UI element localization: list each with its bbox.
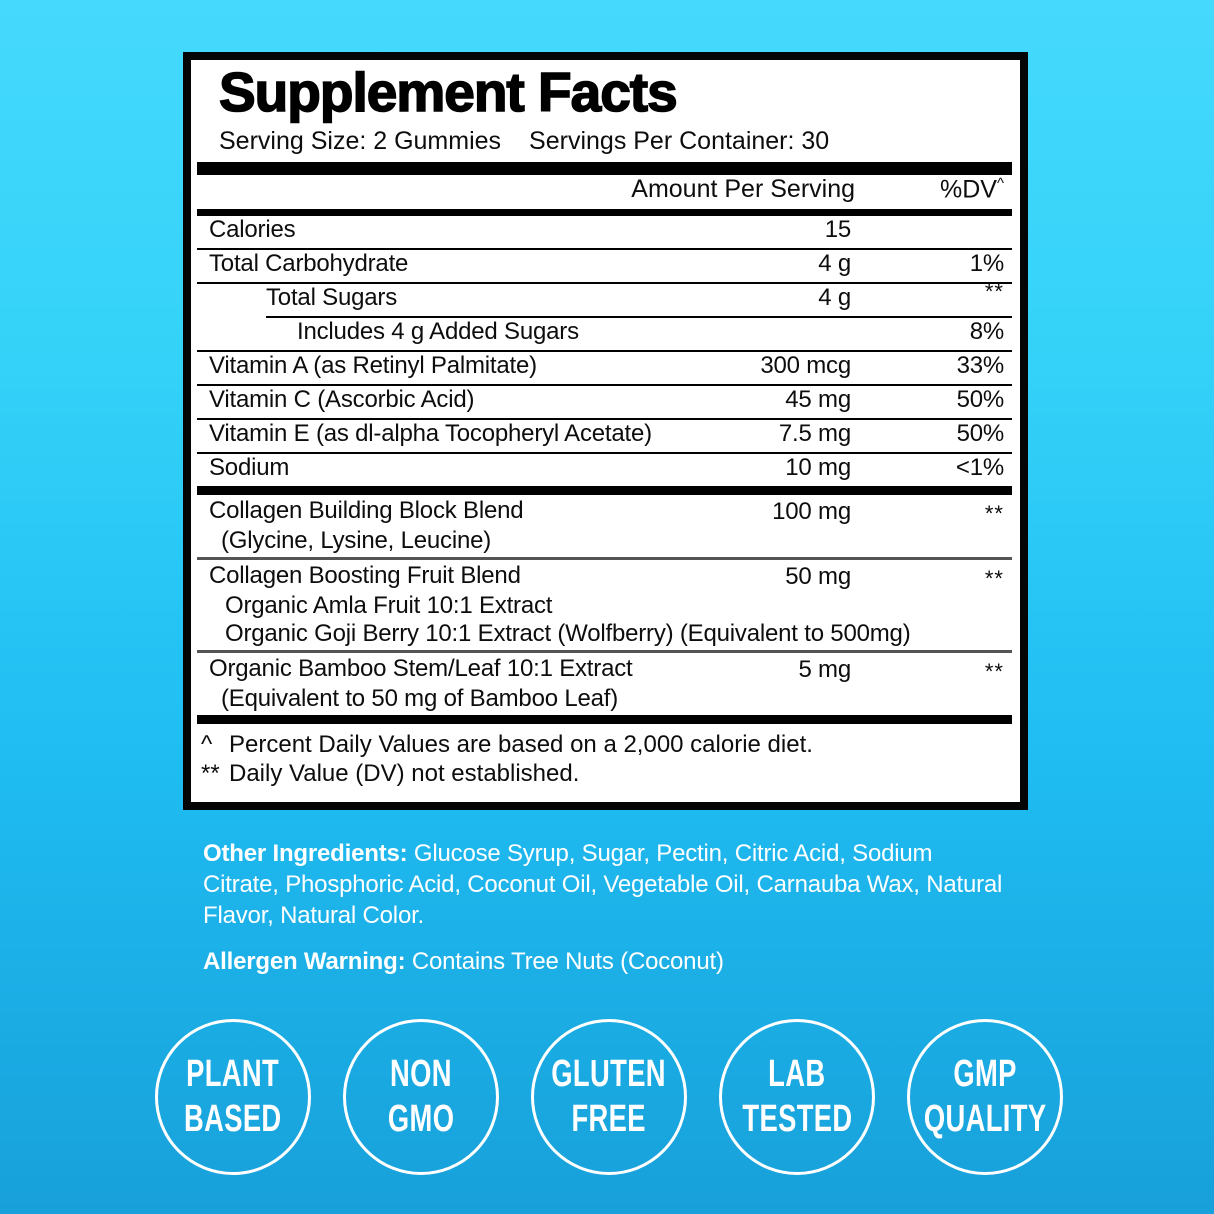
nutrient-row: Sodium 10 mg <1% <box>197 454 1012 486</box>
nutrient-name: Vitamin E (as dl-alpha Tocopheryl Acetat… <box>209 420 652 447</box>
badge-row: PLANT BASED NON GMO GLUTEN FREE LAB TESTED GMP QU… <box>155 1019 1063 1175</box>
nutrient-row: Vitamin A (as Retinyl Palmitate) 300 mcg 3… <box>197 352 1012 384</box>
nutrient-subline: (Equivalent to 50 mg of Bamboo Leaf) <box>221 685 619 712</box>
nutrient-daily-value: 50% <box>956 420 1005 447</box>
nutrient-amount: 50 mg <box>785 563 851 590</box>
quality-badge: GMP QUALITY <box>907 1019 1063 1175</box>
badge-text: NON <box>390 1053 452 1095</box>
column-headers: Amount Per Serving %DV^ <box>197 175 1012 209</box>
nutrient-amount: 7.5 mg <box>778 420 851 447</box>
nutrient-daily-value: 1% <box>969 250 1004 277</box>
nutrient-row: Vitamin C (Ascorbic Acid) 45 mg 50% <box>197 386 1012 418</box>
nutrient-daily-value: ** <box>984 566 1004 591</box>
footnote-mark: ** <box>201 760 220 787</box>
row-separator <box>266 316 1012 318</box>
nutrient-amount: 100 mg <box>772 498 851 525</box>
row-separator <box>197 557 1012 560</box>
badge-text: TESTED <box>741 1098 853 1140</box>
allergen-warning: Allergen Warning: Contains Tree Nuts (Co… <box>203 946 1008 977</box>
nutrient-name: Sodium <box>209 454 290 481</box>
nutrient-row: Organic Bamboo Stem/Leaf 10:1 Extract 5 m… <box>197 653 1012 715</box>
row-separator <box>197 418 1012 420</box>
nutrient-row: Total Carbohydrate 4 g 1% <box>197 250 1012 282</box>
badge-text: BASED <box>184 1098 282 1140</box>
serving-info: Serving Size: 2 Gummies Servings Per Con… <box>219 128 1012 154</box>
allergen-warning-text: Contains Tree Nuts (Coconut) <box>411 948 724 975</box>
badge-text: GLUTEN <box>551 1053 667 1095</box>
divider-heavy-top <box>197 162 1012 175</box>
nutrient-amount: 45 mg <box>785 386 851 413</box>
quality-badge: NON GMO <box>343 1019 499 1175</box>
nutrient-daily-value: 33% <box>956 352 1005 379</box>
nutrient-daily-value: ** <box>984 659 1004 684</box>
nutrient-amount: 5 mg <box>798 656 851 683</box>
other-ingredients: Other Ingredients: Glucose Syrup, Sugar,… <box>203 838 1008 931</box>
row-separator <box>197 282 1012 284</box>
nutrient-name: Collagen Boosting Fruit Blend <box>209 562 521 589</box>
nutrient-name: Vitamin A (as Retinyl Palmitate) <box>209 352 537 379</box>
amount-column-header: Amount Per Serving <box>631 175 855 203</box>
badge-text: FREE <box>571 1098 647 1140</box>
footnote-mark: ^ <box>201 731 213 758</box>
nutrient-subline: Organic Goji Berry 10:1 Extract (Wolfber… <box>225 620 911 647</box>
nutrient-daily-value: 50% <box>956 386 1005 413</box>
nutrient-daily-value: ** <box>984 501 1004 526</box>
quality-badge: PLANT BASED <box>155 1019 311 1175</box>
nutrient-rows: Calories 15 Total Carbohydrate 4 g 1% Total S… <box>197 216 1012 724</box>
divider-medium-header <box>197 209 1012 216</box>
dv-footnote-mark: ^ <box>996 174 1004 192</box>
footnote: ^ Percent Daily Values are based on a 2,0… <box>197 730 1012 759</box>
nutrient-row: Collagen Building Block Blend 100 mg ** (Gl… <box>197 495 1012 557</box>
nutrient-row: Total Sugars 4 g ** <box>197 279 1012 316</box>
nutrient-daily-value: 8% <box>969 318 1004 345</box>
row-separator <box>197 248 1012 250</box>
allergen-warning-label: Allergen Warning: <box>203 948 406 975</box>
dv-column-header: %DV^ <box>939 174 1004 203</box>
nutrient-amount: 4 g <box>818 284 851 311</box>
badge-text: QUALITY <box>923 1098 1047 1140</box>
row-separator <box>197 452 1012 454</box>
badge-text: LAB <box>768 1053 826 1095</box>
nutrient-amount: 15 <box>824 216 851 243</box>
nutrient-name: Total Sugars <box>266 284 398 311</box>
panel-title: Supplement Facts <box>218 61 678 123</box>
nutrient-amount: 300 mcg <box>760 352 851 379</box>
nutrient-subline: Organic Amla Fruit 10:1 Extract <box>225 592 553 619</box>
nutrient-name: Includes 4 g Added Sugars <box>297 318 579 345</box>
footnote: ** Daily Value (DV) not established. <box>197 759 1012 788</box>
footnotes: ^ Percent Daily Values are based on a 2,0… <box>197 730 1012 788</box>
nutrient-name: Calories <box>209 216 296 243</box>
footnote-text: Daily Value (DV) not established. <box>229 760 580 787</box>
quality-badge: LAB TESTED <box>719 1019 875 1175</box>
servings-per-container: Servings Per Container: 30 <box>529 127 830 155</box>
nutrient-row: Collagen Boosting Fruit Blend 50 mg ** Orga… <box>197 560 1012 650</box>
nutrient-name: Collagen Building Block Blend <box>209 497 524 524</box>
nutrient-daily-value: ** <box>984 279 1004 304</box>
nutrient-row: Vitamin E (as dl-alpha Tocopheryl Acetat… <box>197 420 1012 452</box>
badge-text: GMP <box>953 1053 1017 1095</box>
nutrient-amount: 10 mg <box>785 454 851 481</box>
other-ingredients-label: Other Ingredients: <box>203 840 408 867</box>
row-separator <box>197 384 1012 386</box>
nutrient-amount: 4 g <box>818 250 851 277</box>
quality-badge: GLUTEN FREE <box>531 1019 687 1175</box>
nutrient-name: Total Carbohydrate <box>209 250 409 277</box>
nutrient-subline: (Glycine, Lysine, Leucine) <box>221 527 492 554</box>
row-separator <box>197 650 1012 653</box>
footnote-text: Percent Daily Values are based on a 2,00… <box>229 731 813 758</box>
badge-text: PLANT <box>186 1053 280 1095</box>
nutrient-row: Includes 4 g Added Sugars 8% <box>197 318 1012 350</box>
row-separator <box>197 486 1012 495</box>
nutrient-row: Calories 15 <box>197 216 1012 248</box>
row-separator <box>197 350 1012 352</box>
nutrient-name: Vitamin C (Ascorbic Acid) <box>209 386 475 413</box>
nutrient-name: Organic Bamboo Stem/Leaf 10:1 Extract <box>209 655 633 682</box>
serving-size: Serving Size: 2 Gummies <box>219 127 502 155</box>
nutrient-daily-value: <1% <box>955 454 1004 481</box>
badge-text: GMO <box>387 1098 455 1140</box>
other-ingredients-text: Glucose Syrup, Sugar, Pectin, Citric Aci… <box>203 840 1003 929</box>
supplement-facts-panel: Supplement Facts Serving Size: 2 Gummies… <box>183 52 1028 810</box>
row-separator <box>197 715 1012 724</box>
